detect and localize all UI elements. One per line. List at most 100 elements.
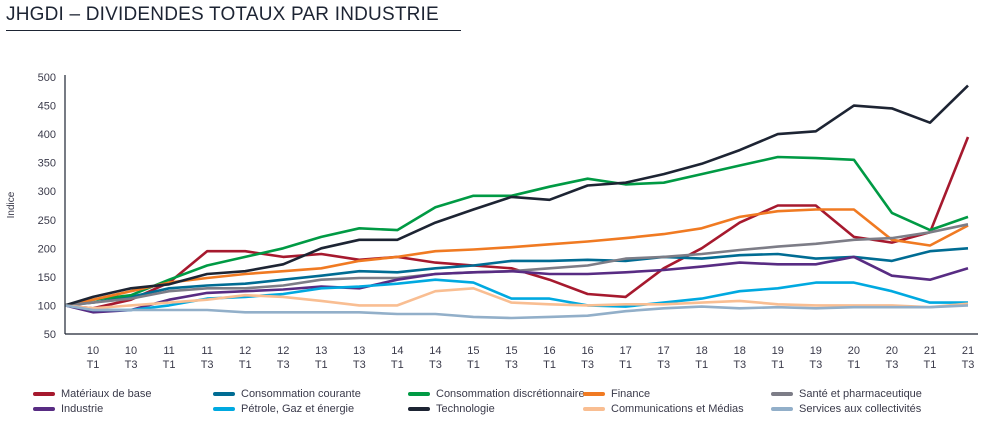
legend-label: Pétrole, Gaz et énergie [241,403,355,415]
y-axis-label: Indice [6,191,17,218]
y-tick-label: 200 [38,243,56,255]
legend-item: Pétrole, Gaz et énergie [213,403,354,415]
x-tick-label-quarter: T3 [353,359,366,371]
x-tick-label-year: 21 [962,345,974,357]
y-tick-label: 50 [44,329,56,341]
x-tick-label-year: 16 [581,345,593,357]
x-tick-label-quarter: T3 [505,359,518,371]
x-tick-label-year: 10 [125,345,137,357]
series-line-8 [64,286,969,310]
legend-label: Matériaux de base [61,388,152,400]
x-tick-label-quarter: T3 [581,359,594,371]
legend-item: Industrie [33,403,103,415]
x-tick-label-year: 21 [924,345,936,357]
legend-swatch [771,392,793,396]
y-tick-label: 150 [38,272,56,284]
legend-item: Consommation discrétionnaire [408,388,585,400]
x-tick-label-year: 18 [734,345,746,357]
x-tick-label-quarter: T3 [201,359,214,371]
x-tick-label-quarter: T1 [543,359,556,371]
y-tick-label: 250 [38,215,56,227]
legend-item: Technologie [408,403,495,415]
x-tick-label-year: 17 [619,345,631,357]
legend-label: Consommation discrétionnaire [436,388,585,400]
x-tick-label-year: 13 [315,345,327,357]
x-tick-label-quarter: T1 [163,359,176,371]
legend-swatch [213,392,235,396]
legend-label: Industrie [61,403,104,415]
x-tick-label-year: 14 [429,345,441,357]
legend-swatch [408,407,430,411]
x-tick-label-year: 19 [772,345,784,357]
x-tick-label-year: 13 [353,345,365,357]
series-line-1 [64,247,969,307]
y-tick-label: 450 [38,101,56,113]
x-tick-label-year: 19 [810,345,822,357]
series-line-5 [64,255,969,314]
x-tick-label-quarter: T1 [771,359,784,371]
x-tick-label-year: 16 [543,345,555,357]
x-tick-label-year: 10 [87,345,99,357]
legend-swatch [33,407,55,411]
x-tick-label-quarter: T1 [87,359,100,371]
x-tick-label-year: 14 [391,345,403,357]
legend-label: Santé et pharmaceutique [799,388,922,400]
x-tick-label-year: 11 [163,345,174,357]
y-tick-label: 500 [38,72,56,84]
x-tick-label-year: 12 [277,345,289,357]
legend-swatch [408,392,430,396]
x-tick-label-quarter: T1 [239,359,252,371]
x-tick-label-year: 20 [848,345,860,357]
x-tick-label-quarter: T1 [391,359,404,371]
legend-swatch [213,407,235,411]
legend-label: Technologie [436,403,495,415]
x-tick-label-year: 15 [505,345,517,357]
legend-label: Communications et Médias [611,403,744,415]
y-tick-label: 100 [38,300,56,312]
x-tick-label-quarter: T1 [467,359,480,371]
x-tick-label-year: 15 [467,345,479,357]
legend-item: Matériaux de base [33,388,152,400]
x-tick-label-quarter: T1 [924,359,937,371]
legend-swatch [771,407,793,411]
x-tick-label-quarter: T3 [809,359,822,371]
y-tick-label: 350 [38,158,56,170]
series-line-0 [64,136,970,310]
x-tick-label-quarter: T1 [315,359,328,371]
x-tick-label-quarter: T3 [277,359,290,371]
legend-item: Santé et pharmaceutique [771,388,922,400]
legend-item: Finance [583,388,650,400]
series-line-9 [64,304,969,320]
x-tick-label-quarter: T3 [885,359,898,371]
y-tick-label: 300 [38,186,56,198]
x-tick-label-year: 20 [886,345,898,357]
x-tick-label-quarter: T3 [657,359,670,371]
title-divider [6,30,461,31]
legend-item: Consommation courante [213,388,361,400]
x-tick-label-quarter: T1 [695,359,708,371]
x-tick-label-year: 18 [696,345,708,357]
line-chart: 50 100 150 200 250 300 350 400 450 500 Indice 10 T1 1… [6,72,978,371]
y-tick-label: 400 [38,129,56,141]
chart-title: JHGDI – DIVIDENDES TOTAUX PAR INDUSTRIE [6,4,439,25]
x-tick-label-quarter: T1 [619,359,632,371]
legend-swatch [33,392,55,396]
x-tick-label-year: 12 [239,345,251,357]
x-tick-label-quarter: T3 [125,359,138,371]
x-tick-label-year: 17 [658,345,670,357]
x-tick-label-quarter: T3 [733,359,746,371]
legend-label: Consommation courante [241,388,361,400]
legend-item: Communications et Médias [583,403,744,415]
series-line-7 [64,84,969,307]
legend-swatch [583,407,605,411]
x-tick-label-quarter: T3 [429,359,442,371]
legend-item: Services aux collectivités [771,403,921,415]
legend-label: Finance [611,388,651,400]
x-tick-label-year: 11 [201,345,212,357]
x-tick-label-quarter: T1 [847,359,860,371]
legend-swatch [583,392,605,396]
legend-label: Services aux collectivités [799,403,922,415]
series-line-3 [64,208,969,307]
x-tick-label-quarter: T3 [962,359,975,371]
